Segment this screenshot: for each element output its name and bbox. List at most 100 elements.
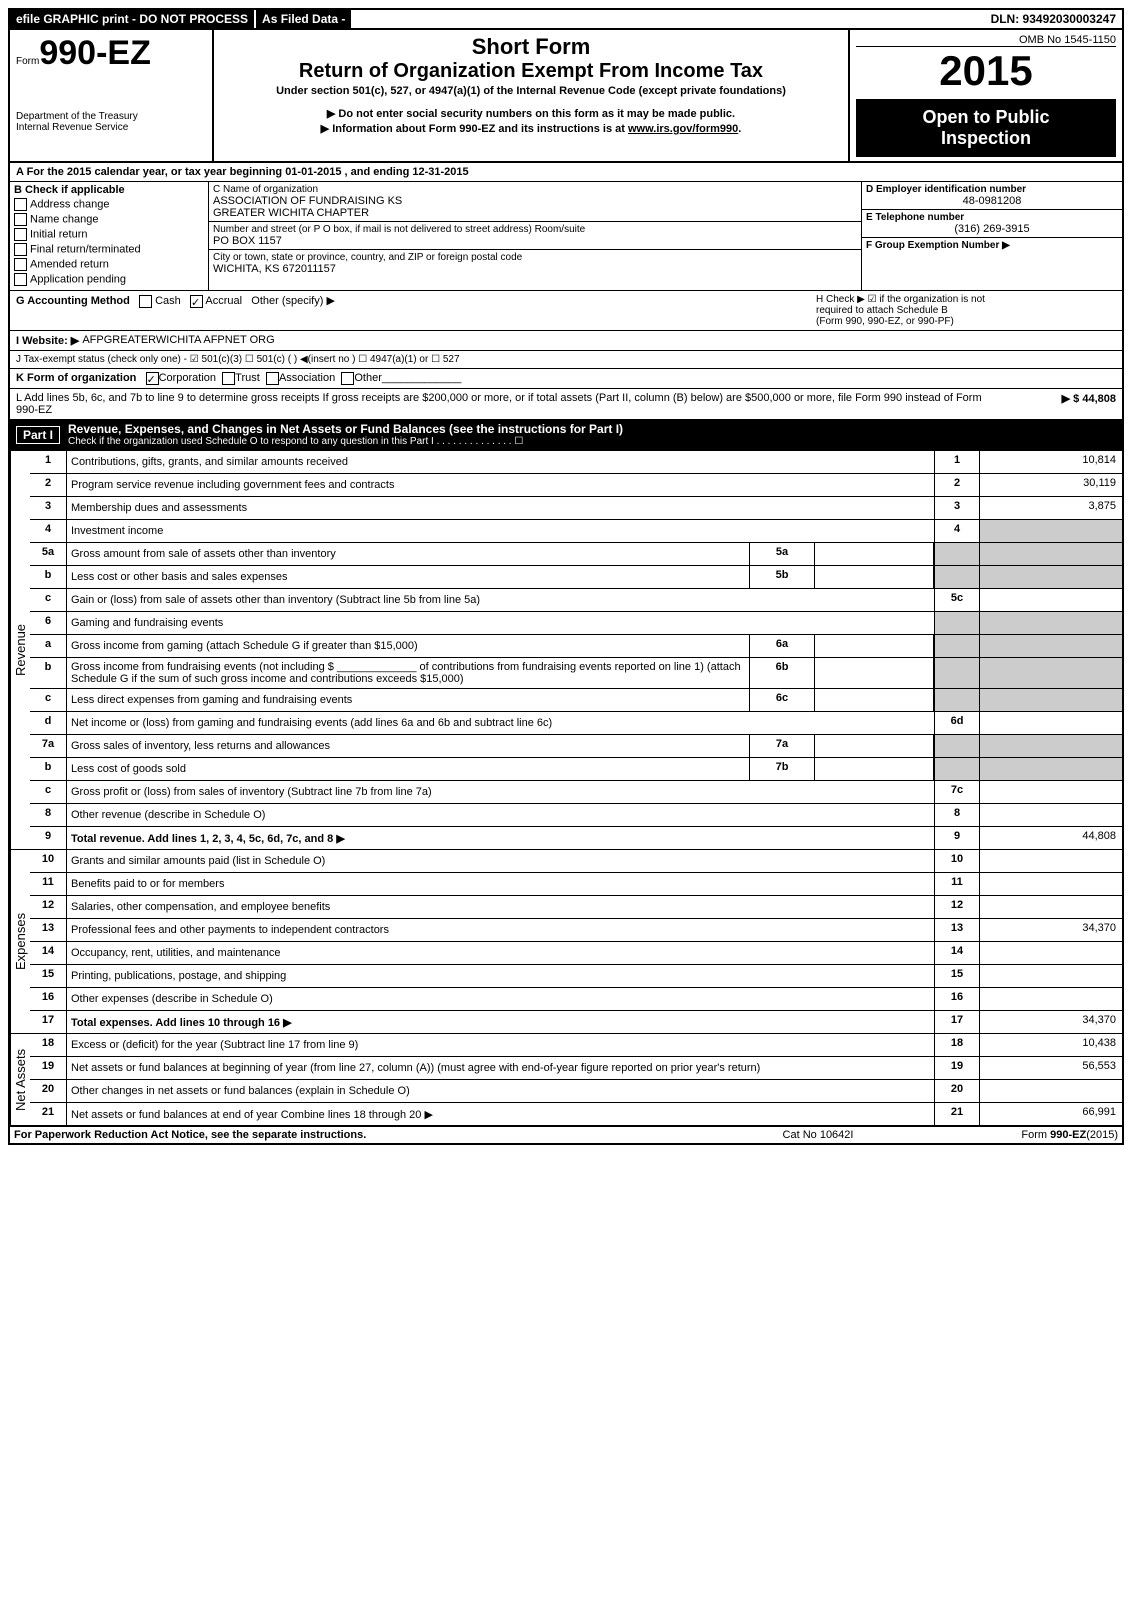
line-amt — [979, 520, 1122, 542]
line-desc: Benefits paid to or for members — [67, 873, 934, 895]
line-desc: Gaming and fundraising events — [67, 612, 934, 634]
inner-box: 6c — [749, 689, 815, 711]
line-desc: Less direct expenses from gaming and fun… — [67, 689, 749, 711]
line-box: 18 — [934, 1034, 979, 1056]
line-num: c — [30, 689, 67, 711]
part1-subtitle: Check if the organization used Schedule … — [68, 436, 623, 447]
line-box: 5c — [934, 589, 979, 611]
note-ssn: ▶ Do not enter social security numbers o… — [220, 107, 842, 120]
inner-box: 5a — [749, 543, 815, 565]
line-17: 17 Total expenses. Add lines 10 through … — [30, 1010, 1122, 1033]
section-j: J Tax-exempt status (check only one) - ☑… — [10, 350, 1122, 368]
return-title: Return of Organization Exempt From Incom… — [220, 60, 842, 83]
revenue-rotated-label: Revenue — [10, 451, 30, 849]
check-application-pending[interactable]: Application pending — [14, 273, 204, 286]
ein-label: D Employer identification number — [866, 184, 1118, 195]
line-box: 19 — [934, 1057, 979, 1079]
line-num: b — [30, 758, 67, 780]
inner-amt — [815, 566, 934, 588]
inner-box: 7a — [749, 735, 815, 757]
line-desc: Gross income from gaming (attach Schedul… — [67, 635, 749, 657]
inner-amt — [815, 758, 934, 780]
line-9: 9 Total revenue. Add lines 1, 2, 3, 4, 5… — [30, 826, 1122, 849]
section-l: L Add lines 5b, 6c, and 7b to line 9 to … — [10, 388, 1122, 419]
line-box: 11 — [934, 873, 979, 895]
line-desc: Less cost of goods sold — [67, 758, 749, 780]
netassets-rotated-label: Net Assets — [10, 1034, 30, 1125]
line-1: 1 Contributions, gifts, grants, and simi… — [30, 451, 1122, 473]
line-num: c — [30, 781, 67, 803]
line-amt: 34,370 — [979, 1011, 1122, 1033]
part1-header: Part I Revenue, Expenses, and Changes in… — [10, 419, 1122, 450]
line-num: 3 — [30, 497, 67, 519]
line-amt — [979, 804, 1122, 826]
line-amt — [979, 965, 1122, 987]
line-8: 8 Other revenue (describe in Schedule O)… — [30, 803, 1122, 826]
line-amt: 30,119 — [979, 474, 1122, 496]
check-cash[interactable] — [139, 295, 152, 308]
line-desc: Excess or (deficit) for the year (Subtra… — [67, 1034, 934, 1056]
tax-year: 2015 — [856, 47, 1116, 95]
line-c: c Gain or (loss) from sale of assets oth… — [30, 588, 1122, 611]
line-num: 5a — [30, 543, 67, 565]
footer-right: Form 990-EZ(2015) — [918, 1129, 1118, 1141]
phone-label: E Telephone number — [866, 212, 1118, 223]
section-k: K Form of organization ✓ Corporation Tru… — [10, 368, 1122, 388]
line-desc: Less cost or other basis and sales expen… — [67, 566, 749, 588]
line-desc: Other revenue (describe in Schedule O) — [67, 804, 934, 826]
line-12: 12 Salaries, other compensation, and emp… — [30, 895, 1122, 918]
check-amended-return[interactable]: Amended return — [14, 258, 204, 271]
check-name-change[interactable]: Name change — [14, 213, 204, 226]
netassets-section: Net Assets 18 Excess or (deficit) for th… — [10, 1033, 1122, 1125]
line-desc: Salaries, other compensation, and employ… — [67, 896, 934, 918]
line-num: a — [30, 635, 67, 657]
footer-mid: Cat No 10642I — [718, 1129, 918, 1141]
check-other[interactable] — [341, 372, 354, 385]
check-final-return[interactable]: Final return/terminated — [14, 243, 204, 256]
open-public: Open to Public Inspection — [856, 99, 1116, 157]
line-desc: Printing, publications, postage, and shi… — [67, 965, 934, 987]
line-desc: Total expenses. Add lines 10 through 16 … — [67, 1011, 934, 1033]
dept-irs: Internal Revenue Service — [16, 122, 206, 133]
part1-label: Part I — [16, 426, 60, 444]
line-desc: Net assets or fund balances at beginning… — [67, 1057, 934, 1079]
ein-value: 48-0981208 — [866, 195, 1118, 207]
check-initial-return[interactable]: Initial return — [14, 228, 204, 241]
line-7a: 7a Gross sales of inventory, less return… — [30, 734, 1122, 757]
line-desc: Net income or (loss) from gaming and fun… — [67, 712, 934, 734]
line-amt — [979, 942, 1122, 964]
line-11: 11 Benefits paid to or for members 11 — [30, 872, 1122, 895]
dln: DLN: 93492030003247 — [985, 10, 1122, 28]
line-16: 16 Other expenses (describe in Schedule … — [30, 987, 1122, 1010]
check-trust[interactable] — [222, 372, 235, 385]
line-4: 4 Investment income 4 — [30, 519, 1122, 542]
dept-treasury: Department of the Treasury — [16, 111, 206, 122]
line-box: 1 — [934, 451, 979, 473]
line-box: 2 — [934, 474, 979, 496]
form-number: 990-EZ — [39, 34, 151, 72]
footer: For Paperwork Reduction Act Notice, see … — [10, 1125, 1122, 1143]
line-box: 9 — [934, 827, 979, 849]
check-corp[interactable]: ✓ — [146, 372, 159, 385]
check-address-change[interactable]: Address change — [14, 198, 204, 211]
section-a: A For the 2015 calendar year, or tax yea… — [10, 163, 1122, 182]
line-amt: 10,814 — [979, 451, 1122, 473]
line-3: 3 Membership dues and assessments 3 3,87… — [30, 496, 1122, 519]
inner-amt — [815, 735, 934, 757]
line-amt — [979, 781, 1122, 803]
section-b-title: B Check if applicable — [14, 184, 204, 196]
line-15: 15 Printing, publications, postage, and … — [30, 964, 1122, 987]
line-num: 20 — [30, 1080, 67, 1102]
line-b: b Less cost or other basis and sales exp… — [30, 565, 1122, 588]
city-label: City or town, state or province, country… — [213, 252, 857, 263]
check-assoc[interactable] — [266, 372, 279, 385]
line-amt — [979, 1080, 1122, 1102]
line-desc: Gross profit or (loss) from sales of inv… — [67, 781, 934, 803]
inner-box: 6b — [749, 658, 815, 688]
check-accrual[interactable]: ✓ — [190, 295, 203, 308]
inner-box: 6a — [749, 635, 815, 657]
l-text: L Add lines 5b, 6c, and 7b to line 9 to … — [16, 392, 986, 416]
irs-link[interactable]: www.irs.gov/form990 — [628, 123, 738, 135]
line-amt: 34,370 — [979, 919, 1122, 941]
topbar: efile GRAPHIC print - DO NOT PROCESS As … — [10, 10, 1122, 30]
